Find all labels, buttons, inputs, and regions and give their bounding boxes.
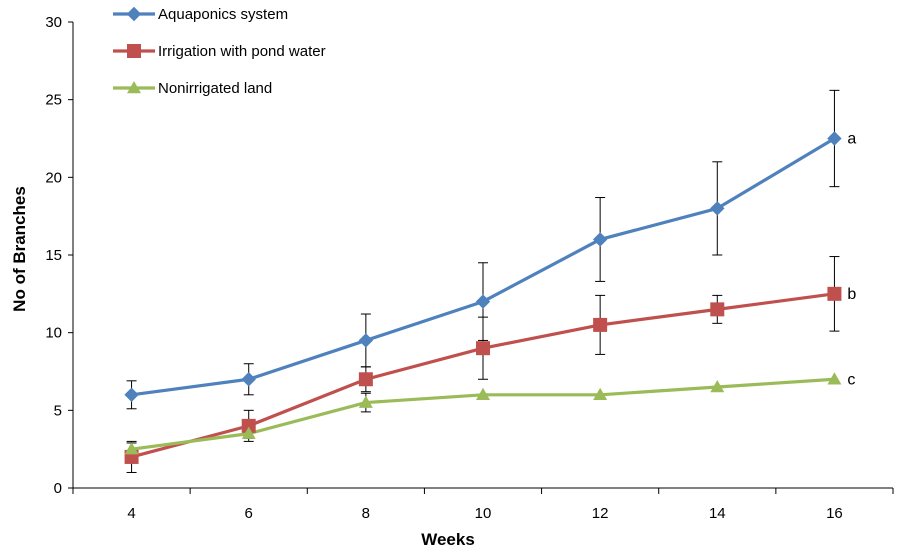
x-tick-label: 8 <box>362 505 370 522</box>
square-marker <box>358 372 373 387</box>
diamond-marker <box>124 387 139 403</box>
legend-item: Nonirrigated land <box>113 80 272 97</box>
triangle-marker <box>476 387 490 401</box>
y-tick-label: 25 <box>45 92 62 109</box>
diamond-marker <box>358 333 374 348</box>
legend-label: Aquaponics system <box>158 6 288 23</box>
y-tick-label: 30 <box>45 14 62 31</box>
significance-label: b <box>847 286 856 303</box>
triangle-marker <box>241 426 256 439</box>
triangle-marker <box>593 387 608 401</box>
square-marker <box>241 418 256 433</box>
triangle-marker <box>127 81 141 94</box>
diamond-marker <box>475 294 491 309</box>
x-tick-label: 4 <box>127 505 135 522</box>
legend-item: Aquaponics system <box>113 6 288 23</box>
error-bars <box>126 89 840 473</box>
x-tick-label: 16 <box>826 505 843 522</box>
x-tick-label: 6 <box>245 505 253 522</box>
triangle-marker <box>827 372 842 385</box>
x-axis-title: Weeks <box>421 530 475 549</box>
square-marker <box>710 302 725 317</box>
triangle-marker <box>710 380 725 393</box>
labels: a b c <box>847 131 856 389</box>
diamond-marker <box>827 131 842 146</box>
diamond-marker <box>710 201 725 216</box>
x-tick-label: 14 <box>709 505 726 522</box>
y-tick-label: 5 <box>54 402 62 419</box>
diamond-marker <box>592 232 608 247</box>
legend: Aquaponics system Irrigation with pond wa… <box>113 6 326 97</box>
y-axis-title: No of Branches <box>10 186 29 312</box>
y-tick-label: 20 <box>45 169 62 186</box>
significance-label: c <box>847 371 855 388</box>
y-tick-label: 10 <box>45 325 62 342</box>
legend-item: Irrigation with pond water <box>113 43 326 60</box>
x-tick-label: 12 <box>592 505 609 522</box>
y-tick-label: 15 <box>45 247 62 264</box>
significance-label: a <box>847 131 856 148</box>
legend-label: Nonirrigated land <box>158 80 272 97</box>
y-tick-label: 0 <box>54 480 62 497</box>
series-markers <box>124 131 842 464</box>
diamond-marker <box>126 6 142 22</box>
square-marker <box>476 341 490 356</box>
triangle-marker <box>358 395 373 408</box>
axes: 0 5 10 15 20 25 30 4 6 8 10 12 14 16 <box>45 14 894 522</box>
diamond-marker <box>241 372 256 387</box>
legend-label: Irrigation with pond water <box>158 43 326 60</box>
square-marker <box>827 286 842 301</box>
triangle-marker <box>124 442 139 455</box>
x-tick-label: 10 <box>475 505 492 522</box>
square-marker <box>593 317 608 332</box>
square-marker <box>127 44 141 58</box>
